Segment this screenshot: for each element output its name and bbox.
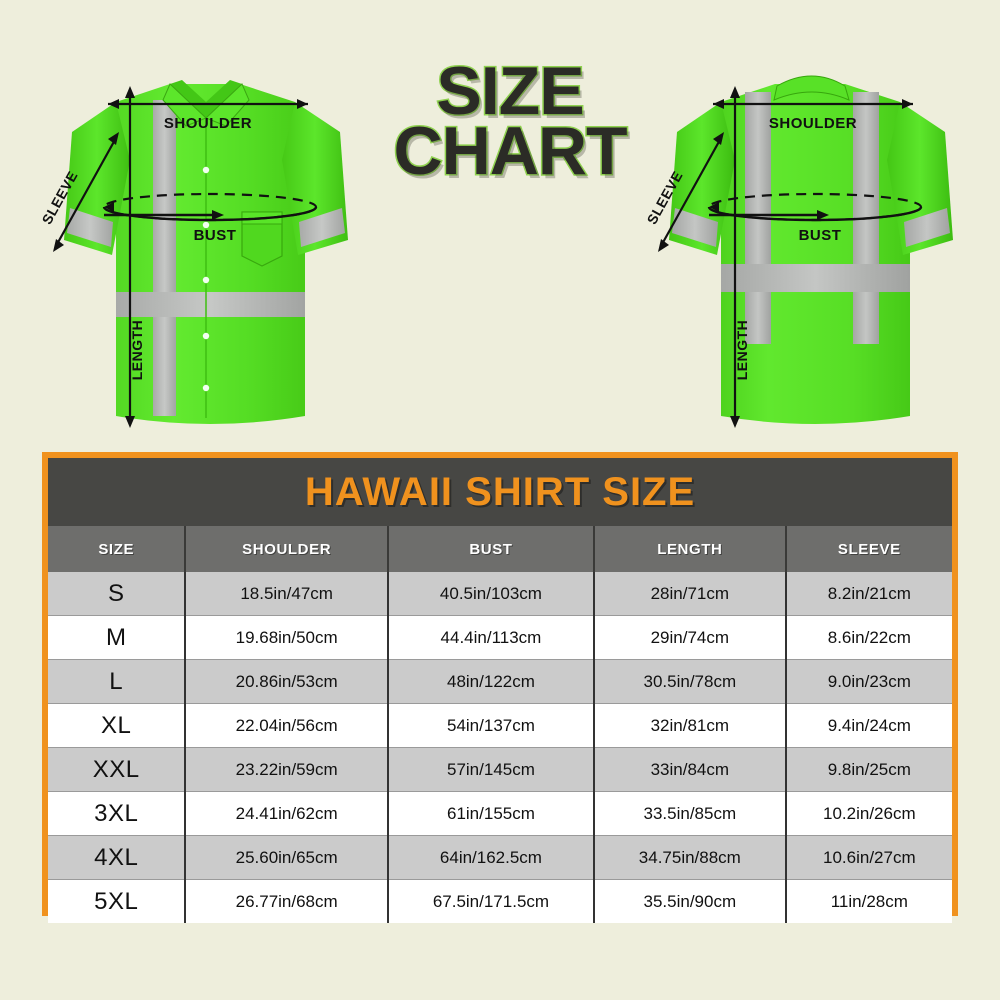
cell-bust: 64in/162.5cm (387, 835, 596, 880)
cell-sleeve: 10.6in/27cm (785, 835, 952, 880)
cell-size: 3XL (48, 791, 187, 836)
shirt-collar-back (773, 75, 850, 101)
cell-length: 30.5in/78cm (594, 659, 787, 704)
measurement-length-front (125, 86, 135, 428)
column-header-sleeve: SLEEVE (785, 526, 952, 572)
table-body: S 18.5in/47cm 40.5in/103cm 28in/71cm 8.2… (48, 572, 952, 923)
cell-bust: 67.5in/171.5cm (387, 879, 596, 923)
cell-length: 33.5in/85cm (594, 791, 787, 836)
column-header-bust: BUST (387, 526, 596, 572)
measurement-sleeve-back (658, 132, 724, 252)
measurement-bust-back (707, 192, 923, 222)
shirt-placket-front (202, 118, 210, 418)
cell-shoulder: 25.60in/65cm (185, 835, 389, 880)
cell-shoulder: 18.5in/47cm (185, 572, 389, 616)
cell-size: S (48, 572, 187, 616)
cell-sleeve: 9.4in/24cm (785, 703, 952, 748)
size-table-title: HAWAII SHIRT SIZE (304, 469, 696, 514)
shirt-diagram-front: SHOULDER BUST LENGTH SLEEVE (20, 40, 390, 440)
table-row: 4XL 25.60in/65cm 64in/162.5cm 34.75in/88… (48, 835, 952, 880)
label-bust-back: BUST (799, 227, 842, 244)
cell-sleeve: 10.2in/26cm (785, 791, 952, 836)
cell-shoulder: 23.22in/59cm (185, 747, 389, 792)
size-table-grid: SIZE SHOULDER BUST LENGTH SLEEVE S 18.5i… (48, 526, 952, 923)
size-table-title-bar: HAWAII SHIRT SIZE (48, 458, 952, 526)
cell-sleeve: 8.2in/21cm (785, 572, 952, 616)
cell-shoulder: 22.04in/56cm (185, 703, 389, 748)
cell-bust: 44.4in/113cm (387, 615, 596, 660)
table-header-row: SIZE SHOULDER BUST LENGTH SLEEVE (48, 526, 952, 572)
shirt-body-back (669, 84, 953, 424)
label-bust-front: BUST (194, 227, 237, 244)
cell-bust: 48in/122cm (387, 659, 596, 704)
cell-shoulder: 24.41in/62cm (185, 791, 389, 836)
cell-shoulder: 19.68in/50cm (185, 615, 389, 660)
cell-size: 4XL (48, 835, 187, 880)
column-header-shoulder: SHOULDER (185, 526, 389, 572)
cell-length: 28in/71cm (594, 572, 787, 616)
table-row: 5XL 26.77in/68cm 67.5in/171.5cm 35.5in/9… (48, 879, 952, 923)
measurement-sleeve-front (53, 132, 119, 252)
reflective-stripes-front (67, 100, 345, 416)
cell-shoulder: 20.86in/53cm (185, 659, 389, 704)
table-row: L 20.86in/53cm 48in/122cm 30.5in/78cm 9.… (48, 659, 952, 704)
cell-size: XL (48, 703, 187, 748)
cell-sleeve: 9.0in/23cm (785, 659, 952, 704)
measurement-length-back (730, 86, 740, 428)
cell-sleeve: 9.8in/25cm (785, 747, 952, 792)
cell-length: 32in/81cm (594, 703, 787, 748)
cell-length: 33in/84cm (594, 747, 787, 792)
table-row: XL 22.04in/56cm 54in/137cm 32in/81cm 9.4… (48, 703, 952, 748)
label-length-front: LENGTH (129, 320, 145, 381)
cell-size: XXL (48, 747, 187, 792)
measurement-shoulder-front (108, 99, 308, 109)
column-header-length: LENGTH (594, 526, 787, 572)
measurement-shoulder-back (713, 99, 913, 109)
size-table: HAWAII SHIRT SIZE SIZE SHOULDER BUST LEN… (42, 452, 958, 923)
cell-shoulder: 26.77in/68cm (185, 879, 389, 923)
table-row: XXL 23.22in/59cm 57in/145cm 33in/84cm 9.… (48, 747, 952, 792)
label-shoulder-back: SHOULDER (769, 115, 857, 132)
cell-sleeve: 8.6in/22cm (785, 615, 952, 660)
page-title-line2: CHART (392, 112, 629, 189)
label-shoulder-front: SHOULDER (164, 115, 252, 132)
table-row: M 19.68in/50cm 44.4in/113cm 29in/74cm 8.… (48, 615, 952, 660)
cell-bust: 57in/145cm (387, 747, 596, 792)
cell-length: 34.75in/88cm (594, 835, 787, 880)
page-title: SIZE CHART (390, 53, 630, 189)
cell-length: 29in/74cm (594, 615, 787, 660)
table-row: S 18.5in/47cm 40.5in/103cm 28in/71cm 8.2… (48, 572, 952, 616)
label-length-back: LENGTH (734, 320, 750, 381)
cell-size: M (48, 615, 187, 660)
cell-bust: 54in/137cm (387, 703, 596, 748)
cell-bust: 61in/155cm (387, 791, 596, 836)
cell-bust: 40.5in/103cm (387, 572, 596, 616)
cell-length: 35.5in/90cm (594, 879, 787, 923)
cell-sleeve: 11in/28cm (785, 879, 952, 923)
table-row: 3XL 24.41in/62cm 61in/155cm 33.5in/85cm … (48, 791, 952, 836)
shirt-diagram-back: SHOULDER BUST LENGTH SLEEVE (625, 40, 995, 440)
cell-size: L (48, 659, 187, 704)
page-title-line1: SIZE (435, 53, 586, 129)
column-header-size: SIZE (48, 526, 187, 572)
measurement-bust-front (102, 192, 318, 222)
cell-size: 5XL (48, 879, 187, 923)
